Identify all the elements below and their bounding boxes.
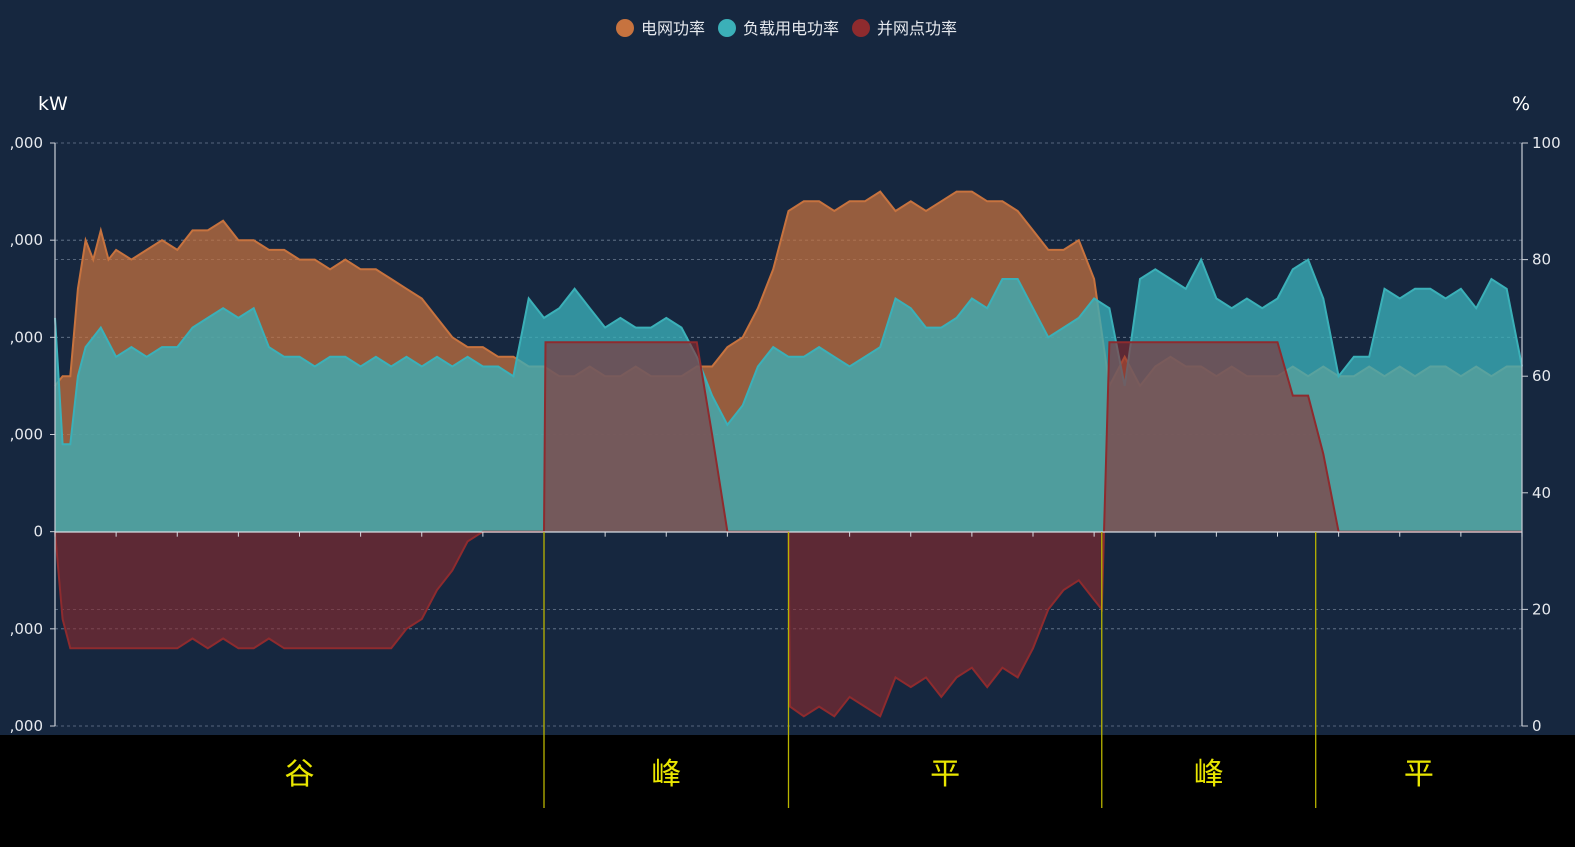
axes: kW % ,000 ,000 ,000 ,000 0 ,000 ,000 100 80 60 40…: [10, 93, 1561, 735]
legend-marker: [616, 19, 634, 37]
left-tick-label: ,000: [10, 620, 43, 638]
band-label: 平: [1404, 757, 1434, 792]
left-tick-label: ,000: [10, 426, 43, 444]
right-tick-label: 0: [1532, 717, 1542, 735]
series-line-1: [54, 257, 1523, 446]
band-label: 峰: [651, 757, 681, 792]
left-axis-ticks: ,000 ,000 ,000 ,000 0 ,000 ,000: [10, 134, 55, 735]
right-axis-unit: %: [1512, 93, 1530, 115]
left-tick-label: ,000: [10, 134, 43, 152]
legend-item-0[interactable]: 电网功率: [616, 19, 705, 38]
left-tick-label: ,000: [10, 717, 43, 735]
left-tick-label: ,000: [10, 328, 43, 346]
right-axis-ticks: 100 80 60 40 20 0: [1522, 134, 1561, 735]
band-label: 谷: [285, 757, 315, 792]
left-axis-unit: kW: [38, 93, 68, 115]
legend-item-2[interactable]: 并网点功率: [852, 19, 957, 38]
legend-label: 负载用电功率: [743, 19, 839, 38]
right-tick-label: 100: [1532, 134, 1561, 152]
time-of-use-band-strip: [0, 735, 1575, 847]
band-label: 平: [930, 757, 960, 792]
legend-label: 并网点功率: [877, 19, 957, 38]
band-label: 峰: [1194, 757, 1224, 792]
legend-label: 电网功率: [641, 19, 705, 38]
series-area-2: [55, 342, 1522, 717]
legend-item-1[interactable]: 负载用电功率: [718, 19, 839, 38]
legend: 电网功率 负载用电功率 并网点功率: [616, 19, 957, 38]
series-areas: [54, 190, 1523, 718]
right-tick-label: 20: [1532, 600, 1551, 618]
left-tick-label: ,000: [10, 231, 43, 249]
time-of-use-bands: 谷峰平峰平: [285, 532, 1434, 808]
legend-marker: [852, 19, 870, 37]
legend-marker: [718, 19, 736, 37]
right-tick-label: 60: [1532, 367, 1551, 385]
right-tick-label: 80: [1532, 251, 1551, 269]
left-tick-label: 0: [33, 523, 43, 541]
right-tick-label: 40: [1532, 484, 1551, 502]
